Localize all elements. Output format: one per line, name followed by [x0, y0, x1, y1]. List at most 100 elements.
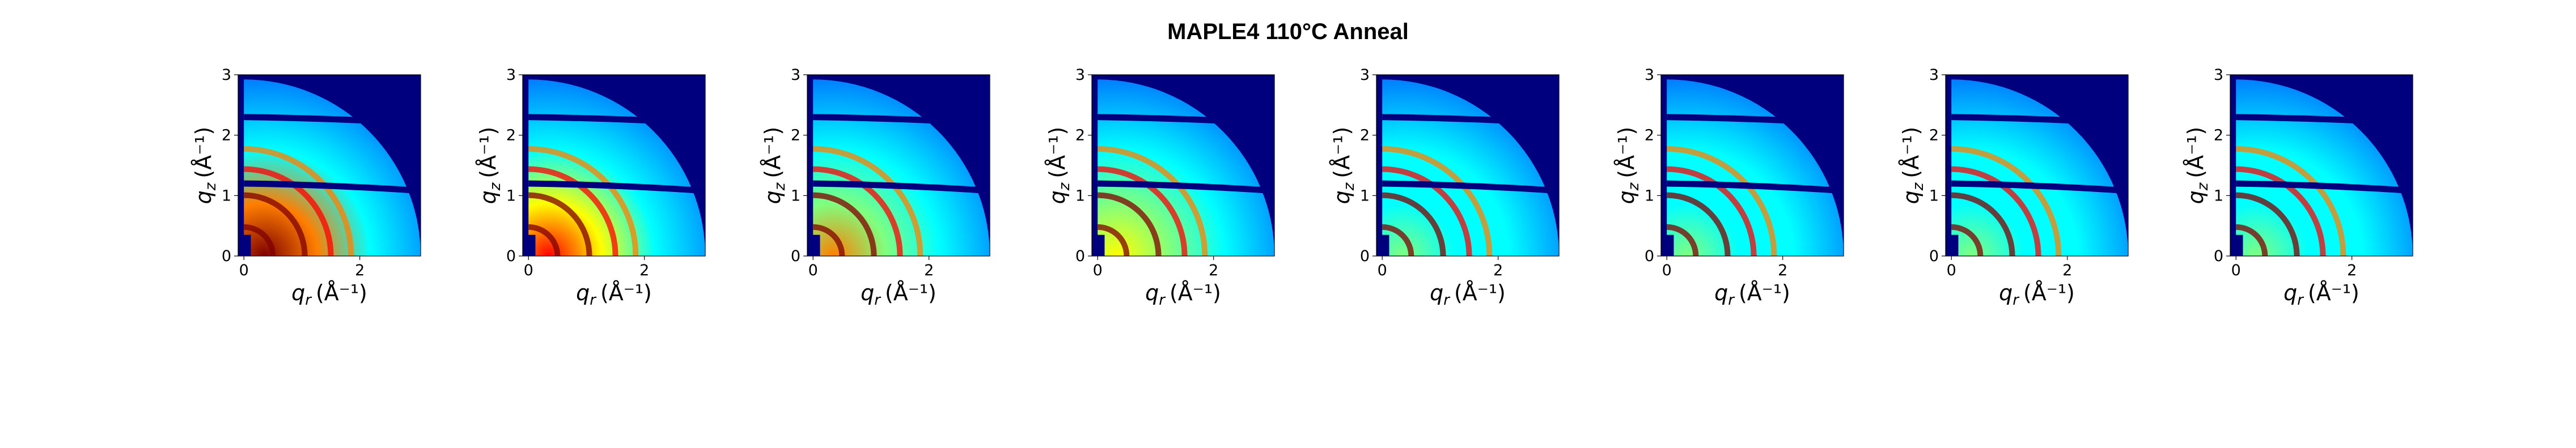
y-tick-label: 0: [506, 248, 516, 265]
x-tick-label: 2: [924, 262, 934, 279]
diffraction-ring-4: [528, 146, 639, 256]
detector-gap-2: [1098, 114, 1274, 126]
diffraction-ring-3: [1951, 166, 2041, 256]
y-tick-label: 2: [1645, 127, 1654, 144]
x-axis-label: qr (Å⁻¹): [2283, 280, 2359, 309]
y-tick-label: 2: [1075, 127, 1085, 144]
detector-gap-1: [1667, 180, 1844, 194]
x-tick-label: 2: [355, 262, 365, 279]
diffraction-ring-1: [1098, 224, 1130, 256]
detector-gap-1: [1382, 180, 1559, 194]
diffraction-ring-4: [244, 146, 354, 256]
axes-frame: [1945, 74, 2129, 257]
y-axis-label: qz(Å⁻¹): [2183, 127, 2211, 204]
x-axis-label: qr (Å⁻¹): [1999, 280, 2075, 309]
y-tick-label: 2: [2214, 127, 2223, 144]
y-tick-label: 0: [2214, 248, 2223, 265]
beamstop-mask: [1946, 234, 1959, 256]
y-axis-label: qz(Å⁻¹): [760, 127, 789, 204]
diffraction-ring-3: [1098, 166, 1188, 256]
y-tick-label: 1: [506, 187, 516, 204]
detector-gap-1: [244, 180, 421, 194]
diffraction-ring-1: [813, 224, 845, 256]
diffraction-ring-2: [244, 192, 308, 256]
diffraction-ring-4: [813, 146, 923, 256]
beamstop-mask: [2230, 234, 2243, 256]
diffraction-ring-2: [1951, 192, 2015, 256]
x-tick-label: 0: [1662, 262, 1672, 279]
y-axis-label: qz(Å⁻¹): [1329, 127, 1358, 204]
y-tick-label: 3: [506, 66, 516, 84]
x-axis-label: qr (Å⁻¹): [1145, 280, 1221, 309]
y-tick-label: 0: [791, 248, 800, 265]
x-tick-label: 2: [1209, 262, 1218, 279]
x-axis-label: qr (Å⁻¹): [861, 280, 937, 309]
diffraction-ring-4: [1098, 146, 1208, 256]
detector-gap-2: [1951, 114, 2128, 126]
axes-frame: [238, 74, 421, 257]
y-axis-label: qz(Å⁻¹): [476, 127, 504, 204]
y-tick-label: 1: [791, 187, 800, 204]
y-axis-label: qz(Å⁻¹): [191, 127, 219, 204]
axes-frame: [1376, 74, 1560, 257]
x-tick-label: 0: [524, 262, 533, 279]
y-tick-label: 1: [1929, 187, 1939, 204]
diffraction-ring-2: [1098, 192, 1162, 256]
y-tick-label: 2: [791, 127, 800, 144]
giwaxs-panel-5: 0 1 2 3 0 2 qr (Å⁻¹) qz(Å⁻¹): [1320, 66, 1581, 312]
y-tick-label: 1: [1075, 187, 1085, 204]
detector-gap-2: [813, 114, 990, 126]
diffraction-ring-1: [1667, 224, 1699, 256]
diffraction-ring-2: [1382, 192, 1446, 256]
giwaxs-panel-2: 0 1 2 3 0 2 qr (Å⁻¹) qz(Å⁻¹): [466, 66, 727, 312]
y-axis-label: qz(Å⁻¹): [1899, 127, 1927, 204]
detector-gap-1: [2236, 180, 2413, 194]
x-tick-label: 2: [2062, 262, 2072, 279]
diffraction-ring-2: [813, 192, 877, 256]
x-tick-label: 2: [2347, 262, 2357, 279]
y-tick-label: 2: [506, 127, 516, 144]
y-tick-label: 3: [2214, 66, 2223, 84]
diffraction-ring-1: [1951, 224, 1984, 256]
giwaxs-panel-6: 0 1 2 3 0 2 qr (Å⁻¹) qz(Å⁻¹): [1604, 66, 1865, 312]
y-tick-label: 0: [1645, 248, 1654, 265]
x-tick-label: 0: [1947, 262, 1956, 279]
x-axis-label: qr (Å⁻¹): [291, 280, 367, 309]
detector-gap-2: [1667, 114, 1844, 126]
diffraction-ring-1: [1382, 224, 1414, 256]
detector-gap-2: [244, 114, 421, 126]
diffraction-ring-3: [528, 166, 618, 256]
diffraction-ring-3: [2236, 166, 2326, 256]
detector-gap-1: [1951, 180, 2128, 194]
y-tick-label: 1: [2214, 187, 2223, 204]
beamstop-mask: [523, 234, 536, 256]
beamstop-mask: [1661, 234, 1674, 256]
y-axis-label: qz(Å⁻¹): [1045, 127, 1073, 204]
detector-gap-1: [1098, 180, 1274, 194]
y-tick-label: 0: [1360, 248, 1370, 265]
diffraction-ring-4: [1382, 146, 1493, 256]
x-tick-label: 0: [808, 262, 818, 279]
giwaxs-panel-3: 0 1 2 3 0 2 qr (Å⁻¹) qz(Å⁻¹): [751, 66, 1011, 312]
x-tick-label: 0: [1093, 262, 1103, 279]
giwaxs-panel-8: 0 1 2 3 0 2 qr (Å⁻¹) qz(Å⁻¹): [2174, 66, 2434, 312]
x-axis-label: qr (Å⁻¹): [1714, 280, 1790, 309]
y-tick-label: 2: [1929, 127, 1939, 144]
diffraction-ring-2: [2236, 192, 2300, 256]
diffraction-ring-1: [2236, 224, 2268, 256]
y-tick-label: 2: [222, 127, 231, 144]
axes-frame: [1091, 74, 1275, 257]
beamstop-mask: [1376, 234, 1389, 256]
y-axis-label: qz(Å⁻¹): [1614, 127, 1642, 204]
y-tick-label: 2: [1360, 127, 1370, 144]
axes-frame: [522, 74, 706, 257]
y-tick-label: 3: [222, 66, 231, 84]
detector-gap-2: [528, 114, 705, 126]
y-tick-label: 0: [1929, 248, 1939, 265]
y-tick-label: 3: [791, 66, 800, 84]
